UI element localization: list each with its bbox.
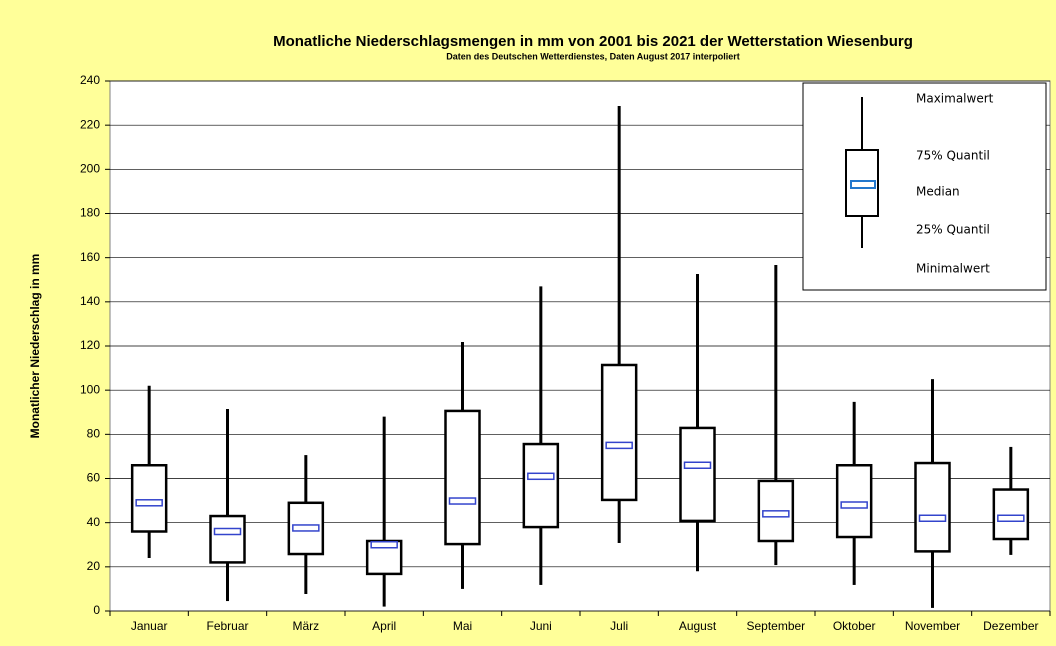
legend: Maximalwert 75% Quantil Median 25% Quant…	[802, 82, 1047, 291]
median	[997, 514, 1025, 522]
x-tick-label: November	[905, 619, 960, 633]
box	[600, 363, 638, 502]
x-tick-label: April	[372, 619, 396, 633]
box	[287, 501, 325, 556]
legend-label: Minimalwert	[916, 262, 990, 276]
x-tick-label: Juni	[530, 619, 552, 633]
median	[527, 472, 555, 481]
y-tick-label: 220	[80, 117, 100, 131]
box	[522, 442, 560, 529]
box	[679, 426, 716, 523]
y-tick-label: 80	[87, 427, 101, 441]
chart-title: Monatliche Niederschlagsmengen in mm von…	[273, 33, 913, 50]
legend-box	[802, 82, 1047, 291]
y-tick-label: 60	[87, 471, 101, 485]
median	[683, 461, 712, 469]
box	[914, 461, 951, 553]
y-tick-label: 200	[80, 162, 100, 176]
plot: 0 20 40 60 80 100 120 140 160 180 200 220 240 Januar F…	[80, 73, 1051, 633]
median	[762, 510, 790, 518]
x-tick-label: Januar	[131, 619, 168, 633]
y-tick-label: 180	[80, 206, 100, 220]
x-tick-label: Februar	[206, 619, 248, 633]
median	[918, 514, 947, 522]
box	[130, 464, 168, 533]
median	[448, 497, 477, 505]
y-tick-label: 40	[87, 515, 101, 529]
y-axis-label: Monatlicher Niederschlag in mm	[28, 254, 42, 439]
median	[213, 527, 242, 536]
median	[605, 441, 633, 450]
x-tick-label: März	[292, 619, 319, 633]
y-tick-label: 0	[93, 603, 100, 617]
chart-subtitle: Daten des Deutschen Wetterdienstes, Date…	[446, 51, 740, 61]
box	[209, 514, 246, 564]
median	[370, 541, 398, 549]
x-tick-label: August	[679, 619, 717, 633]
y-tick-label: 160	[80, 250, 100, 264]
box	[365, 539, 403, 576]
median	[840, 501, 868, 509]
x-tick-label: Mai	[453, 619, 472, 633]
legend-median-icon	[850, 180, 876, 189]
box	[992, 488, 1030, 541]
x-tick-label: September	[746, 619, 805, 633]
median	[135, 499, 163, 507]
x-tick-label: Dezember	[983, 619, 1038, 633]
legend-label: Maximalwert	[916, 92, 994, 106]
x-tick-label: Oktober	[833, 619, 876, 633]
y-tick-label: 120	[80, 338, 100, 352]
y-tick-label: 100	[80, 382, 100, 396]
legend-label: 25% Quantil	[916, 223, 990, 237]
y-tick-label: 240	[80, 73, 100, 87]
x-tick-label: Juli	[610, 619, 628, 633]
box	[835, 464, 873, 539]
legend-label: Median	[916, 185, 960, 199]
legend-label: 75% Quantil	[916, 149, 990, 163]
y-tick-label: 20	[87, 559, 101, 573]
box	[444, 409, 481, 546]
y-tick-label: 140	[80, 294, 100, 308]
median	[292, 524, 320, 532]
